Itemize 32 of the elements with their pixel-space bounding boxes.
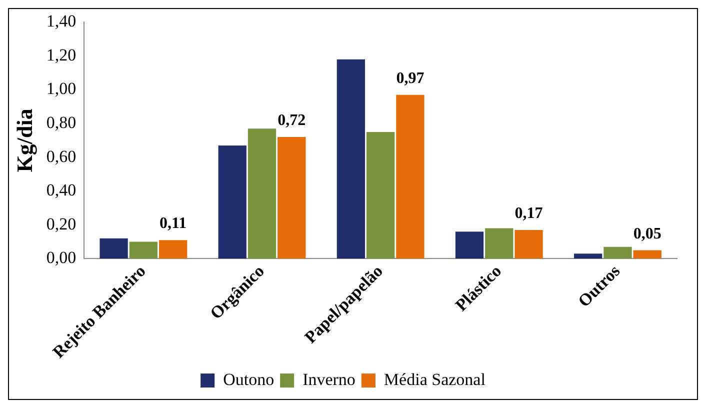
- data-label: 0,17: [514, 205, 543, 222]
- y-axis-title: Kg/dia: [12, 108, 37, 172]
- data-label: 0,11: [160, 215, 187, 232]
- y-tick-label: 1,00: [46, 79, 76, 98]
- y-tick-label: 0,60: [46, 146, 76, 166]
- y-tick-label: 1,20: [46, 45, 76, 64]
- bar: [485, 228, 514, 259]
- legend-label: Inverno: [302, 370, 356, 389]
- y-tick-label: 0,20: [46, 214, 76, 234]
- bar: [129, 242, 158, 259]
- bar: [574, 254, 602, 259]
- bar: [100, 238, 128, 259]
- bar: [218, 145, 246, 259]
- data-label: 0,05: [633, 225, 662, 242]
- y-tick-label: 0,00: [46, 248, 76, 268]
- bar: [633, 250, 662, 259]
- bar: [366, 132, 395, 259]
- bar: [248, 128, 276, 259]
- data-label: 0,72: [278, 112, 306, 130]
- legend-label: Média Sazonal: [384, 370, 486, 389]
- bar: [396, 94, 424, 259]
- bar: [514, 230, 543, 259]
- bar: [455, 232, 484, 259]
- y-tick-label: 0,40: [46, 180, 76, 200]
- bar: [604, 246, 632, 259]
- legend-label: Outono: [223, 370, 274, 389]
- y-tick-label: 1,40: [46, 12, 76, 31]
- y-tick-label: 0,80: [46, 113, 76, 132]
- data-label: 0,97: [396, 70, 424, 87]
- bar: [278, 137, 306, 259]
- bar: [159, 240, 188, 259]
- bar: [336, 59, 366, 259]
